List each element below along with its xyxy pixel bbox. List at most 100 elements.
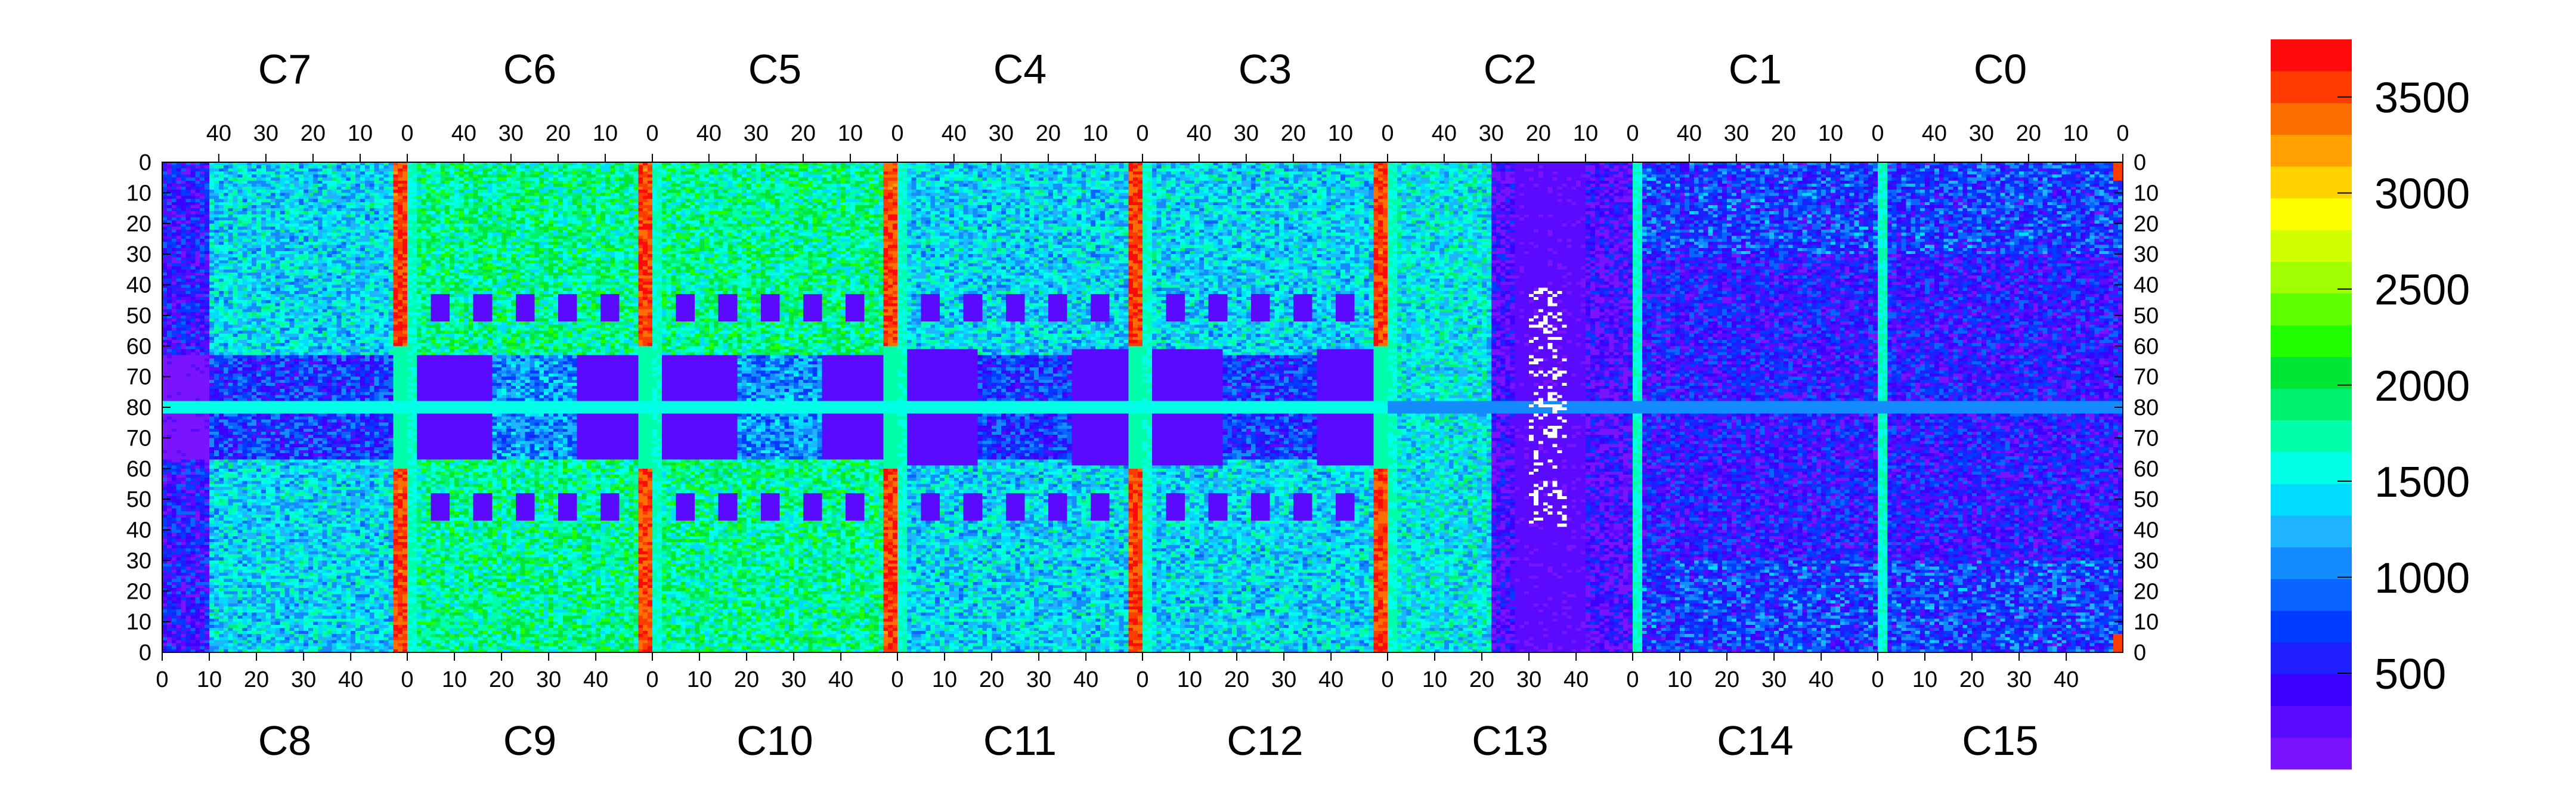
left-row-tick-label: 10 [126,181,151,206]
colorbar-segment [2271,261,2352,294]
top-column-tick-label: 30 [1969,121,1994,146]
top-column-tick-label: 0 [1871,121,1884,146]
bottom-column-tick-label: 20 [489,667,514,692]
right-row-tick-label: 40 [2134,273,2159,298]
bottom-column-tick-label: 30 [1761,667,1787,692]
bottom-column-tick-label: 10 [1667,667,1692,692]
top-column-tick-label: 30 [744,121,769,146]
top-column-tick-label: 40 [1432,121,1457,146]
right-row-tick-label: 0 [2134,640,2146,665]
bottom-column-tick-label: 0 [646,667,658,692]
left-row-tick-label: 40 [126,273,151,298]
left-row-tick-label: 0 [139,150,151,175]
top-column-tick-label: 30 [1234,121,1259,146]
top-column-tick-label: 40 [1677,121,1702,146]
top-column-tick-label: 20 [1526,121,1551,146]
top-column-tick-label: 10 [838,121,863,146]
bottom-column-tick-label: 20 [979,667,1004,692]
bottom-column-tick-label: 30 [291,667,316,692]
colorbar-segment [2271,324,2352,357]
right-row-tick-label: 30 [2134,242,2159,267]
right-row-tick-label: 0 [2134,150,2146,175]
colorbar-tick-label: 2000 [2374,363,2470,410]
chip-label-bottom: C11 [983,717,1057,764]
colorbar-tick-label: 3000 [2374,171,2470,218]
bottom-column-tick-label: 0 [1381,667,1394,692]
bottom-column-tick-label: 40 [1809,667,1834,692]
left-row-tick-label: 70 [126,365,151,390]
top-column-tick-label: 40 [942,121,967,146]
chip-label-top: C1 [1729,46,1782,92]
colorbar-segment [2271,484,2352,516]
chip-label-bottom: C13 [1472,717,1548,764]
right-row-tick-label: 10 [2134,181,2159,206]
colorbar-segment [2271,705,2352,738]
bottom-column-tick-label: 40 [828,667,853,692]
colorbar-segment [2271,198,2352,230]
left-row-tick-label: 0 [139,640,151,665]
top-column-tick-label: 10 [593,121,618,146]
top-column-tick-label: 40 [1922,121,1947,146]
top-column-tick-label: 0 [1626,121,1639,146]
colorbar-segment [2271,230,2352,262]
bottom-column-tick-label: 0 [1871,667,1884,692]
bottom-column-tick-label: 40 [2054,667,2079,692]
right-row-tick-label: 50 [2134,487,2159,512]
bottom-column-tick-label: 40 [1318,667,1343,692]
chip-label-top: C3 [1239,46,1292,92]
bottom-column-tick-label: 0 [401,667,413,692]
colorbar-tick-label: 500 [2374,651,2446,698]
bottom-column-tick-label: 40 [1073,667,1098,692]
chip-label-bottom: C12 [1227,717,1303,764]
chip-label-bottom: C8 [258,717,311,764]
top-column-tick-label: 0 [2116,121,2129,146]
top-column-tick-label: 10 [1818,121,1843,146]
right-row-tick-label: 20 [2134,212,2159,237]
colorbar-segment [2271,578,2352,611]
chip-label-top: C7 [258,46,311,92]
bottom-column-tick-label: 30 [1516,667,1541,692]
right-row-tick-label: 40 [2134,518,2159,543]
colorbar-segment [2271,515,2352,547]
left-row-tick-label: 30 [126,242,151,267]
bottom-column-tick-label: 10 [932,667,957,692]
top-column-tick-label: 10 [1083,121,1108,146]
right-row-tick-label: 20 [2134,579,2159,604]
bottom-column-tick-label: 20 [1224,667,1249,692]
colorbar: 500 1000 1500 2000 2500 3000 3500 [2271,39,2470,770]
bottom-column-tick-label: 10 [442,667,467,692]
top-column-tick-label: 10 [348,121,373,146]
left-row-tick-label: 10 [126,610,151,635]
top-column-tick-label: 0 [646,121,658,146]
colorbar-segment [2271,357,2352,389]
left-row-tick-label: 70 [126,426,151,451]
bottom-column-tick-label: 0 [156,667,168,692]
right-row-tick-label: 70 [2134,365,2159,390]
bottom-column-tick-label: 20 [734,667,759,692]
chip-label-top: C5 [748,46,801,92]
bottom-column-tick-label: 0 [1136,667,1148,692]
left-row-tick-label: 50 [126,304,151,329]
colorbar-segment [2271,610,2352,643]
left-row-tick-label: 60 [126,334,151,359]
bottom-column-tick-label: 10 [1912,667,1937,692]
bottom-column-tick-label: 10 [687,667,712,692]
top-column-tick-label: 20 [1036,121,1061,146]
chip-label-top: C6 [503,46,556,92]
top-column-tick-label: 20 [546,121,571,146]
top-column-tick-label: 40 [206,121,231,146]
bottom-column-tick-label: 30 [1271,667,1296,692]
chip-labels-layer: C7 C6 C5 C4 C3 C2 C1 C0 C8 C9 C10 C11 C12 C13 C14 C15 [258,46,2039,764]
bottom-column-tick-label: 10 [1422,667,1447,692]
bottom-column-tick-label: 20 [1959,667,1984,692]
top-column-tick-label: 40 [451,121,476,146]
top-column-tick-label: 40 [1187,121,1212,146]
top-column-tick-label: 0 [891,121,903,146]
top-column-tick-label: 30 [989,121,1014,146]
left-row-tick-label: 80 [126,395,151,420]
bottom-column-tick-label: 10 [1177,667,1202,692]
plot-area [162,162,2123,652]
top-column-tick-label: 20 [791,121,816,146]
